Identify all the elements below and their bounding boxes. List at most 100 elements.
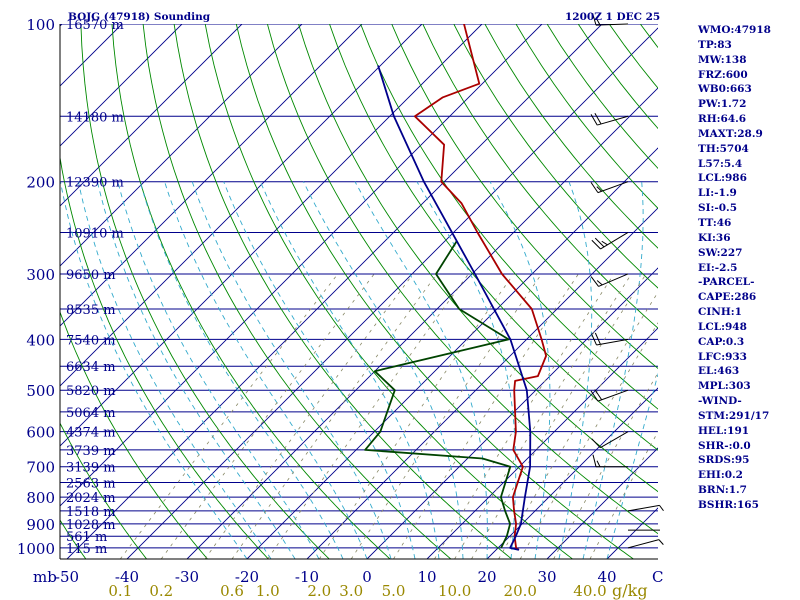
moist-adiabat-line — [303, 181, 464, 559]
x-axis-end-label: C — [652, 568, 663, 586]
temperature-tick-label: 10 — [417, 568, 436, 586]
isotherm-line — [60, 24, 423, 387]
isotherm-line — [60, 24, 303, 267]
height-label: 10910 m — [66, 226, 124, 241]
mixing-ratio-line — [454, 273, 632, 559]
mixing-ratio-line — [553, 372, 658, 559]
mixing-ratio-line — [589, 430, 658, 559]
stat-item: -PARCEL- — [698, 276, 755, 289]
wind-barb — [591, 431, 629, 449]
dry-adiabat-line — [204, 24, 573, 559]
stat-item: MAXT:28.9 — [698, 127, 763, 140]
height-label: 5820 m — [66, 384, 116, 399]
dry-adiabat-line — [80, 24, 330, 559]
pressure-tick-labels: 100 200 300 400 500 600 700 800 900 1000 — [17, 16, 55, 558]
dry-adiabat-line — [453, 24, 658, 289]
wind-barb — [591, 232, 629, 250]
stat-item: SW:227 — [698, 246, 743, 259]
dewpoint-profile-line — [364, 240, 512, 549]
temperature-tick-label: -40 — [115, 568, 139, 586]
dry-adiabat-line — [422, 24, 658, 329]
moist-adiabat-line — [558, 181, 593, 559]
dry-adiabat-line — [173, 24, 512, 559]
stat-item: TT:46 — [698, 216, 732, 229]
height-label: 8535 m — [66, 303, 116, 318]
dry-adiabat-line — [235, 24, 634, 559]
stat-item: TH:5704 — [698, 142, 749, 155]
moist-adiabat-line — [223, 181, 416, 559]
dry-adiabat-line — [111, 24, 391, 559]
stat-item: MW:138 — [698, 53, 747, 66]
moist-adiabat-line — [117, 181, 320, 559]
stat-item: TP:83 — [698, 38, 732, 51]
wind-barb — [590, 113, 629, 126]
mixing-ratio-tick-label: 0.1 — [108, 582, 132, 600]
pressure-tick-label: 500 — [26, 382, 55, 400]
stat-item: EL:463 — [698, 365, 740, 378]
stat-item: STM:291/17 — [698, 409, 770, 422]
wind-barb — [590, 389, 629, 402]
temperature-tick-labels: -50 -40 -30 -20 -10 0 10 20 30 40 — [55, 568, 617, 586]
height-label: 5064 m — [66, 406, 116, 421]
stat-item: RH:64.6 — [698, 113, 747, 126]
dry-adiabat-line — [360, 24, 658, 410]
mixing-ratio-line — [350, 273, 542, 559]
isotherm-line — [60, 24, 363, 327]
mixing-ratio-tick-label: 2.0 — [307, 582, 331, 600]
mixing-ratio-tick-label: 3.0 — [339, 582, 363, 600]
pressure-tick-label: 100 — [26, 16, 55, 34]
mixing-ratio-line — [119, 273, 339, 559]
height-label: 1518 m — [66, 505, 116, 520]
mixing-ratio-tick-label: 5.0 — [382, 582, 406, 600]
stat-item: PW:1.72 — [698, 98, 747, 111]
height-label: 2563 m — [66, 476, 116, 491]
mixing-ratio-line — [393, 273, 579, 559]
stat-item: SHR-:0.0 — [698, 439, 751, 452]
moist-adiabat-line — [354, 181, 488, 559]
stat-item: LI:-1.9 — [698, 187, 737, 200]
height-label: 1028 m — [66, 518, 116, 533]
stat-item: L57:5.4 — [698, 157, 743, 170]
height-label: 6634 m — [66, 360, 116, 375]
moist-adiabat-line — [164, 181, 368, 559]
moist-adiabat-line — [582, 181, 644, 559]
moist-adiabat-line — [139, 181, 344, 559]
temperature-tick-label: -50 — [55, 568, 79, 586]
dry-adiabat-line — [298, 24, 658, 493]
height-labels: 16570 m 14180 m 12390 m 10910 m 9650 m 8535 m… — [66, 18, 124, 557]
isotherm-line — [60, 24, 543, 507]
dry-adiabat-line — [266, 24, 658, 535]
stat-item: LFC:933 — [698, 350, 747, 363]
mixing-ratio-line — [471, 273, 647, 559]
stat-item: WMO:47918 — [698, 24, 771, 36]
stat-item: HEL:191 — [698, 424, 750, 437]
wind-barb — [590, 332, 629, 346]
temperature-tick-label: 20 — [477, 568, 496, 586]
mixing-ratio-tick-label: 10.0 — [438, 582, 471, 600]
wind-barb — [590, 181, 629, 194]
isotherm-line — [66, 24, 603, 559]
height-label: 7540 m — [66, 333, 116, 348]
mixing-ratio-tick-labels: 0.1 0.2 0.6 1.0 2.0 3.0 5.0 10.0 20.0 40.0 — [108, 582, 606, 600]
dry-adiabat-line — [391, 24, 658, 370]
temperature-tick-label: -10 — [295, 568, 319, 586]
wind-barb — [627, 504, 664, 512]
mixing-ratio-line — [318, 273, 514, 559]
height-label: 14180 m — [66, 110, 124, 125]
mixing-ratio-line — [434, 273, 615, 559]
wind-barb — [627, 539, 664, 549]
stat-item: WB0:663 — [698, 83, 752, 96]
stat-item: FRZ:600 — [698, 68, 748, 81]
height-label: 2024 m — [66, 491, 116, 506]
mixing-ratio-line — [519, 322, 658, 559]
moist-adiabat-line — [191, 181, 392, 559]
stat-item: LCL:986 — [698, 172, 747, 185]
stat-item: BRN:1.7 — [698, 484, 747, 497]
stat-item: CAP:0.3 — [698, 335, 745, 348]
moist-adiabat-line — [489, 181, 551, 559]
wind-barb — [592, 13, 629, 26]
moist-adiabat-line — [259, 181, 440, 559]
height-label: 3139 m — [66, 461, 116, 476]
isotherm-line — [246, 147, 658, 559]
height-label: 4374 m — [66, 426, 116, 441]
